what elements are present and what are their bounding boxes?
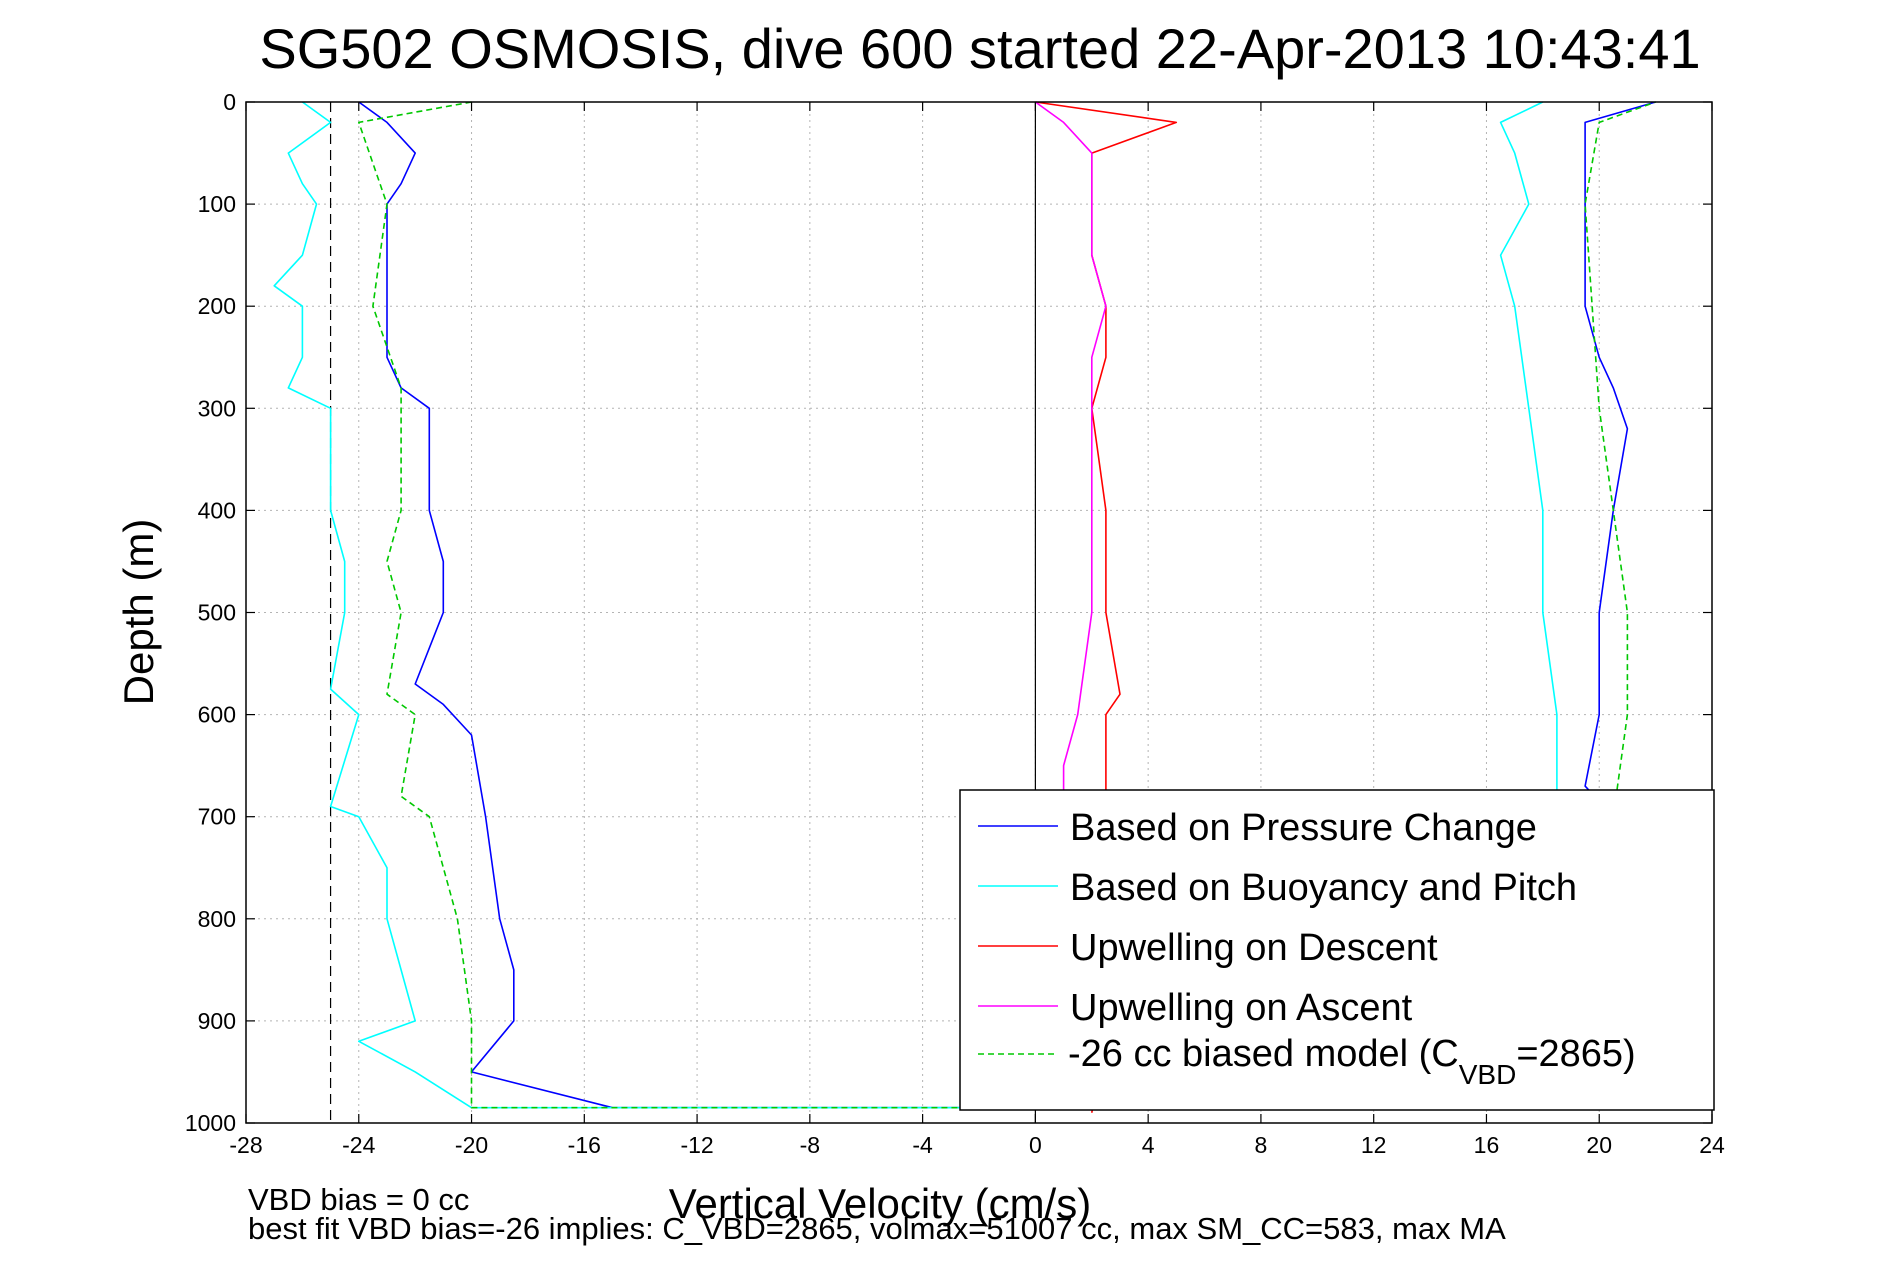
- y-tick-label: 700: [198, 804, 236, 830]
- series-line: [273, 101, 1558, 1109]
- x-tick-label: 12: [1361, 1132, 1387, 1158]
- reference-lines: [329, 102, 1036, 1123]
- x-tick-label: -24: [342, 1132, 375, 1158]
- series-line: [357, 101, 1656, 1109]
- legend-label: Upwelling on Descent: [1070, 927, 1438, 969]
- legend-label: Upwelling on Ascent: [1070, 987, 1413, 1029]
- x-tick-label: 16: [1474, 1132, 1500, 1158]
- legend-label: Based on Pressure Change: [1070, 807, 1537, 849]
- y-tick-label: 900: [198, 1008, 236, 1034]
- y-axis-label: Depth (m): [115, 519, 162, 706]
- y-tick-label: 300: [198, 395, 236, 421]
- legend-label-part: =2865): [1516, 1033, 1635, 1075]
- y-tick-label: 800: [198, 906, 236, 932]
- x-tick-label: 20: [1586, 1132, 1612, 1158]
- legend-label: -26 cc biased model (CVBD=2865): [1068, 1033, 1636, 1090]
- x-tick-label: 0: [1029, 1132, 1042, 1158]
- x-tick-label: -20: [455, 1132, 488, 1158]
- chart-title: SG502 OSMOSIS, dive 600 started 22-Apr-2…: [259, 17, 1700, 80]
- y-tick-label: 200: [198, 293, 236, 319]
- x-tick-label: -12: [680, 1132, 713, 1158]
- series-line: [358, 101, 1656, 1109]
- legend: Based on Pressure Change Based on Buoyanc…: [959, 789, 1715, 1111]
- y-axis-ticks: 0 100 200 300 400 500 600 700 800 900 1000: [185, 89, 1712, 1136]
- best-fit-text: best fit VBD bias=-26 implies: C_VBD=286…: [248, 1211, 1506, 1246]
- y-tick-label: 1000: [185, 1110, 236, 1136]
- x-axis-label: Vertical Velocity (cm/s): [669, 1180, 1091, 1227]
- x-tick-label: -16: [568, 1132, 601, 1158]
- x-tick-label: -28: [229, 1132, 262, 1158]
- y-tick-label: 400: [198, 497, 236, 523]
- x-axis-ticks: -28 -24 -20 -16 -12 -8 -4 0 4 8 12 16 20 24: [229, 102, 1725, 1158]
- legend-box: [959, 789, 1715, 1111]
- x-tick-label: -4: [912, 1132, 933, 1158]
- y-tick-label: 100: [198, 191, 236, 217]
- x-tick-label: 24: [1699, 1132, 1725, 1158]
- x-tick-label: -8: [800, 1132, 820, 1158]
- legend-label-subscript: VBD: [1459, 1059, 1517, 1090]
- y-tick-label: 0: [223, 89, 236, 115]
- x-tick-label: 4: [1142, 1132, 1155, 1158]
- legend-label-part: -26 cc biased model (C: [1068, 1033, 1459, 1075]
- y-tick-label: 600: [198, 702, 236, 728]
- legend-label: Based on Buoyancy and Pitch: [1070, 867, 1577, 909]
- y-tick-label: 500: [198, 600, 236, 626]
- x-tick-label: 8: [1255, 1132, 1268, 1158]
- vbd-bias-text: VBD bias = 0 cc: [248, 1182, 469, 1217]
- legend-items: Based on Pressure Change Based on Buoyanc…: [978, 807, 1636, 1090]
- series-line: [1034, 101, 1107, 817]
